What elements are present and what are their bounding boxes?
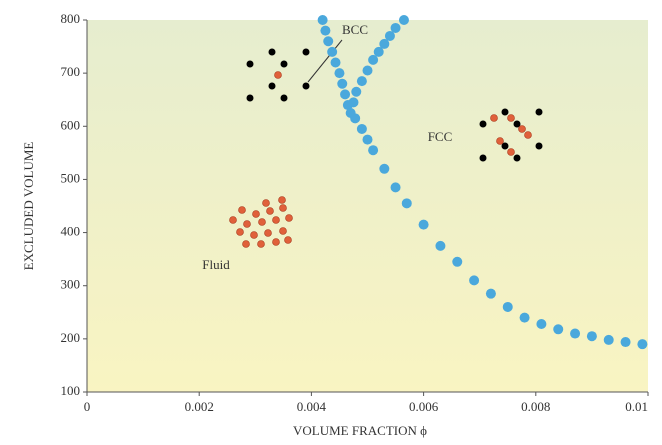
point [402, 198, 412, 208]
point [536, 319, 546, 329]
point [368, 55, 378, 65]
x-tick-label: 0.01 [625, 399, 648, 414]
annotation: BCC [342, 22, 368, 37]
x-tick-label: 0.006 [409, 399, 439, 414]
chart: BCC FCC Fluid VOLUME FRACTION ϕ EXCLUDED… [0, 0, 662, 445]
y-tick-label: 100 [61, 383, 81, 398]
point [340, 89, 350, 99]
point [391, 182, 401, 192]
point [570, 329, 580, 339]
point [318, 15, 328, 25]
point [452, 257, 462, 267]
point [320, 26, 330, 36]
point [357, 76, 367, 86]
point [587, 331, 597, 341]
x-axis-label: VOLUME FRACTION ϕ [293, 423, 427, 438]
y-tick-label: 700 [61, 64, 81, 79]
x-tick-label: 0 [84, 399, 91, 414]
point [323, 36, 333, 46]
point [337, 79, 347, 89]
point [331, 58, 341, 68]
point [327, 47, 337, 57]
y-tick-label: 800 [61, 11, 81, 26]
x-tick-label: 0.008 [521, 399, 550, 414]
annotation: FCC [428, 129, 453, 144]
point [363, 135, 373, 145]
point [379, 164, 389, 174]
point [435, 241, 445, 251]
point [368, 145, 378, 155]
point [334, 68, 344, 78]
plot-background [87, 20, 648, 392]
y-tick-label: 300 [61, 277, 81, 292]
point [503, 302, 513, 312]
point [419, 220, 429, 230]
point [399, 15, 409, 25]
y-tick-label: 600 [61, 117, 81, 132]
point [348, 97, 358, 107]
y-tick-label: 500 [61, 170, 81, 185]
x-tick-label: 0.004 [297, 399, 327, 414]
point [350, 113, 360, 123]
point [520, 313, 530, 323]
point [637, 339, 647, 349]
point [351, 87, 361, 97]
point [363, 65, 373, 75]
point [553, 324, 563, 334]
y-tick-label: 200 [61, 330, 81, 345]
x-tick-label: 0.002 [185, 399, 214, 414]
y-axis-label: EXCLUDED VOLUME [21, 142, 36, 271]
y-tick-label: 400 [61, 224, 81, 239]
point [621, 337, 631, 347]
point [469, 275, 479, 285]
point [357, 124, 367, 134]
point [486, 289, 496, 299]
annotation: Fluid [202, 257, 230, 272]
point [604, 335, 614, 345]
